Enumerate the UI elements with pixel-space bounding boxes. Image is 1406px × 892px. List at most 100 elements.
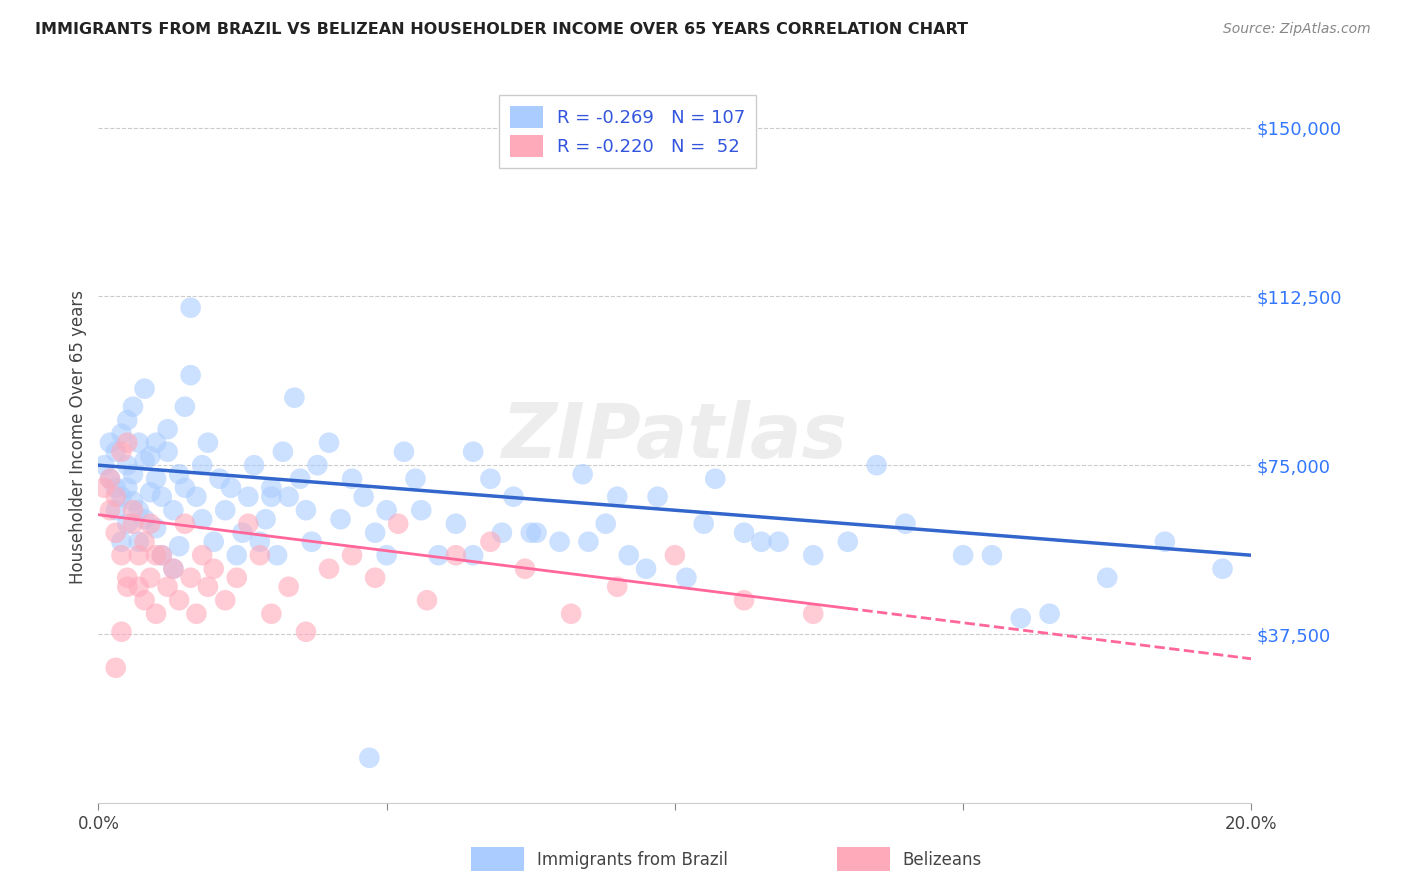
Point	[174, 481, 197, 495]
Point	[578, 534, 600, 549]
Point	[571, 467, 593, 482]
Point	[461, 548, 484, 562]
Point	[145, 548, 167, 562]
Point	[104, 525, 127, 540]
Text: Source: ZipAtlas.com: Source: ZipAtlas.com	[1223, 22, 1371, 37]
Point	[117, 571, 139, 585]
Point	[295, 503, 318, 517]
Point	[162, 562, 184, 576]
Point	[664, 548, 686, 562]
Point	[93, 481, 115, 495]
Point	[156, 580, 179, 594]
Point	[117, 516, 139, 531]
Point	[186, 607, 208, 621]
Point	[353, 490, 375, 504]
Point	[110, 534, 132, 549]
Point	[301, 534, 323, 549]
Point	[837, 534, 859, 549]
Point	[117, 580, 139, 594]
Point	[894, 516, 917, 531]
Point	[1212, 562, 1234, 576]
Point	[340, 472, 363, 486]
Point	[249, 548, 271, 562]
Point	[98, 435, 121, 450]
Point	[254, 512, 277, 526]
Point	[751, 534, 773, 549]
Point	[145, 472, 167, 486]
Point	[375, 503, 398, 517]
Point	[801, 548, 824, 562]
Point	[1010, 611, 1032, 625]
Point	[117, 481, 139, 495]
Point	[318, 435, 340, 450]
Point	[117, 435, 139, 450]
Point	[128, 503, 150, 517]
Point	[427, 548, 450, 562]
Point	[768, 534, 790, 549]
Point	[238, 516, 260, 531]
Point	[167, 467, 190, 482]
Point	[491, 525, 513, 540]
Point	[260, 490, 283, 504]
Point	[295, 624, 318, 639]
Point	[128, 580, 150, 594]
Point	[502, 490, 524, 504]
Point	[260, 481, 283, 495]
Point	[271, 444, 294, 458]
Point	[364, 571, 387, 585]
Point	[150, 548, 173, 562]
Point	[617, 548, 640, 562]
Point	[513, 562, 536, 576]
Point	[122, 494, 145, 508]
Point	[1039, 607, 1062, 621]
Point	[606, 490, 628, 504]
Point	[156, 422, 179, 436]
Point	[359, 751, 381, 765]
Point	[231, 525, 254, 540]
Point	[392, 444, 415, 458]
Point	[387, 516, 409, 531]
Point	[122, 503, 145, 517]
Point	[479, 534, 502, 549]
Point	[866, 458, 889, 473]
Point	[180, 571, 202, 585]
Point	[704, 472, 727, 486]
Point	[145, 607, 167, 621]
Point	[693, 516, 716, 531]
Point	[526, 525, 548, 540]
Point	[145, 521, 167, 535]
Point	[260, 607, 283, 621]
Point	[104, 661, 127, 675]
Point	[134, 382, 156, 396]
Point	[174, 516, 197, 531]
Point	[444, 516, 467, 531]
Point	[647, 490, 669, 504]
Point	[98, 472, 121, 486]
Point	[202, 534, 225, 549]
Point	[801, 607, 824, 621]
Point	[139, 516, 162, 531]
Point	[595, 516, 617, 531]
Point	[981, 548, 1004, 562]
Point	[191, 458, 214, 473]
Point	[444, 548, 467, 562]
Point	[675, 571, 697, 585]
Point	[191, 548, 214, 562]
Point	[636, 562, 658, 576]
Point	[134, 512, 156, 526]
Point	[180, 368, 202, 383]
Point	[93, 458, 115, 473]
Point	[174, 400, 197, 414]
Text: ZIPatlas: ZIPatlas	[502, 401, 848, 474]
Point	[98, 472, 121, 486]
Legend: R = -0.269   N = 107, R = -0.220   N =  52: R = -0.269 N = 107, R = -0.220 N = 52	[499, 95, 756, 168]
Point	[1154, 534, 1177, 549]
Point	[104, 444, 127, 458]
Text: Immigrants from Brazil: Immigrants from Brazil	[537, 851, 728, 869]
Point	[110, 444, 132, 458]
Point	[145, 435, 167, 450]
Point	[197, 580, 219, 594]
Point	[243, 458, 266, 473]
Point	[167, 539, 190, 553]
Point	[219, 481, 242, 495]
